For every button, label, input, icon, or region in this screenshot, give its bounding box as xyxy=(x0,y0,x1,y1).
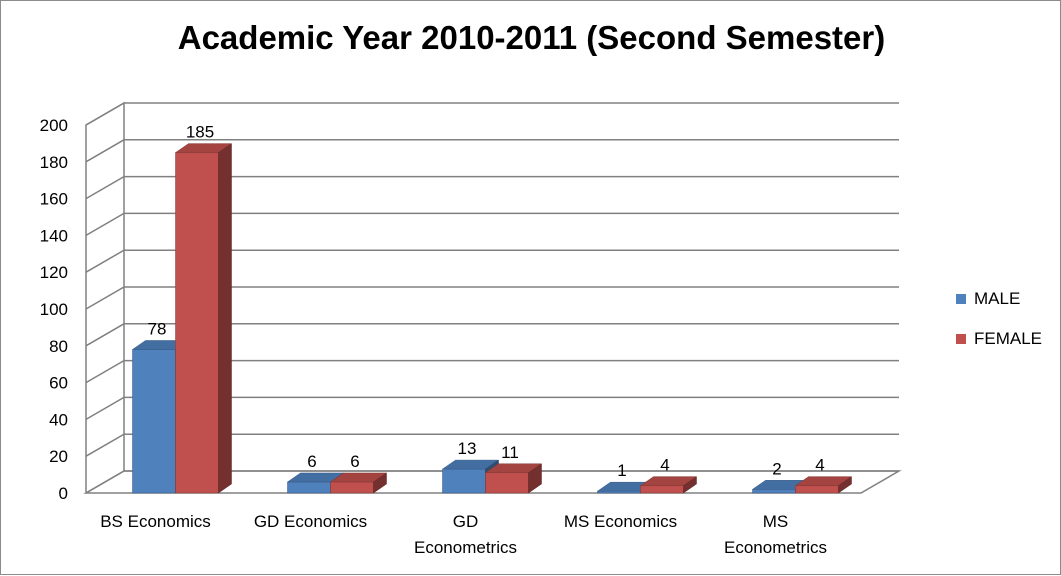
y-tick-label: 40 xyxy=(49,410,68,429)
x-tick-label: BS Economics xyxy=(100,512,211,531)
gridline xyxy=(85,249,899,273)
bar-female-2 xyxy=(484,463,543,494)
data-label: 4 xyxy=(660,456,669,475)
bar-female-0 xyxy=(174,143,233,494)
bars xyxy=(131,143,853,494)
bar-front xyxy=(640,485,684,494)
legend-item-male: MALE xyxy=(956,289,1042,309)
x-tick-label: MS xyxy=(763,512,789,531)
bar-female-4 xyxy=(794,476,853,494)
bar-side xyxy=(528,463,542,494)
gridline xyxy=(85,433,899,457)
x-tick-label: MS Economics xyxy=(564,512,677,531)
data-label: 78 xyxy=(148,319,167,338)
bar-front xyxy=(752,489,796,494)
y-tick-label: 180 xyxy=(40,153,68,172)
y-tick-label: 160 xyxy=(40,190,68,209)
y-tick-label: 100 xyxy=(40,300,68,319)
y-tick-label: 80 xyxy=(49,337,68,356)
data-label: 2 xyxy=(772,459,781,478)
bar-female-1 xyxy=(329,472,388,494)
x-tick-label: GD Economics xyxy=(254,512,367,531)
bar-side xyxy=(683,476,697,494)
bar-front xyxy=(795,485,839,494)
y-tick-label: 200 xyxy=(40,116,68,135)
gridline xyxy=(85,286,899,310)
y-tick-label: 60 xyxy=(49,374,68,393)
legend-swatch-female xyxy=(956,334,966,344)
legend-swatch-male xyxy=(956,294,966,304)
data-label: 4 xyxy=(815,456,824,475)
legend: MALE FEMALE xyxy=(956,289,1042,369)
x-tick-label: GD xyxy=(453,512,479,531)
data-label: 185 xyxy=(186,123,214,142)
bar-front xyxy=(132,349,176,494)
y-tick-label: 20 xyxy=(49,447,68,466)
data-label: 11 xyxy=(501,443,519,462)
bar-front xyxy=(330,481,374,494)
legend-label-female: FEMALE xyxy=(974,329,1043,348)
bar-front xyxy=(442,468,486,494)
chart-title: Academic Year 2010-2011 (Second Semester… xyxy=(177,19,886,56)
x-tick-label: Econometrics xyxy=(724,538,827,557)
data-label: 13 xyxy=(458,439,477,458)
gridline xyxy=(85,175,899,200)
gridline xyxy=(85,139,899,163)
bar-female-3 xyxy=(639,476,698,494)
data-label: 1 xyxy=(617,461,626,480)
gridline xyxy=(85,102,899,126)
gridline xyxy=(85,212,899,237)
x-tick-label: Econometrics xyxy=(414,538,517,557)
y-tick-label: 140 xyxy=(40,226,68,245)
legend-item-female: FEMALE xyxy=(956,329,1042,349)
legend-label-male: MALE xyxy=(974,289,1021,308)
bar-front xyxy=(175,152,219,494)
bar-side xyxy=(373,472,387,494)
data-label: 6 xyxy=(307,452,316,471)
gridline xyxy=(85,396,899,421)
bar-front xyxy=(597,490,641,494)
y-tick-label: 120 xyxy=(40,263,68,282)
gridlines xyxy=(83,101,902,494)
data-label: 6 xyxy=(350,452,359,471)
bar-front xyxy=(287,481,331,494)
y-tick-label: 0 xyxy=(59,484,68,503)
gridline xyxy=(85,323,899,347)
gridline xyxy=(85,359,899,384)
bar-side xyxy=(218,143,232,494)
bar-side xyxy=(838,476,852,494)
bar-front xyxy=(485,472,529,494)
